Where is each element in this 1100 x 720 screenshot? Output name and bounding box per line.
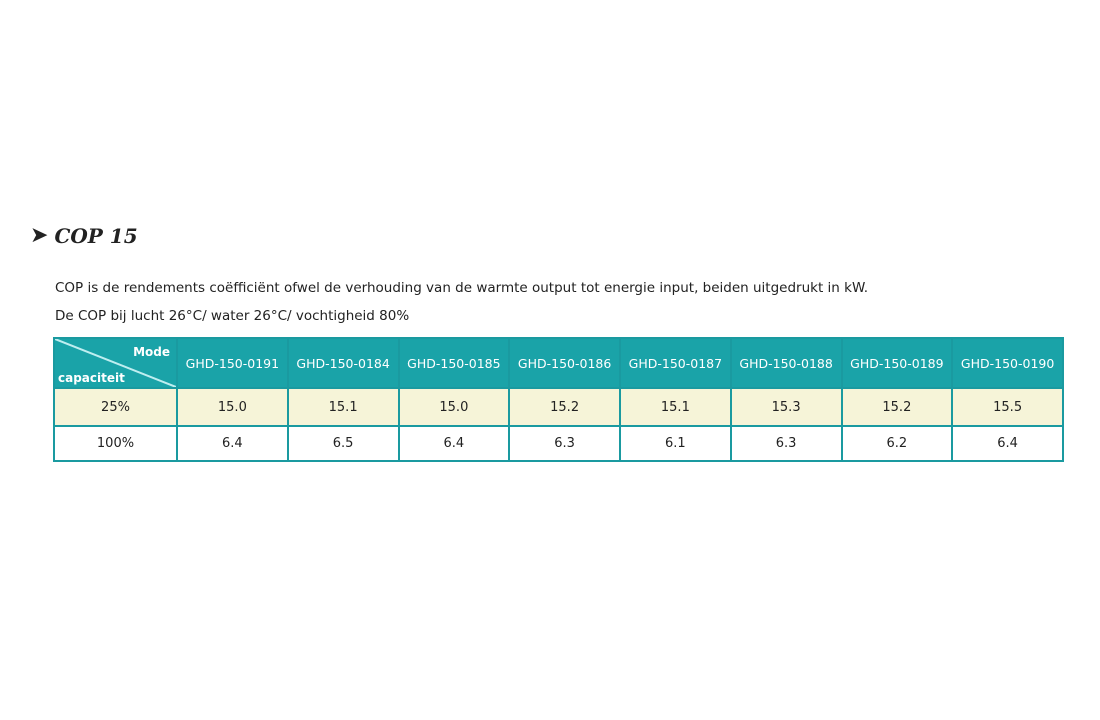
table-cell: 6.3 [729,425,843,462]
conditions-paragraph: De COP bij lucht 26°C/ water 26°C/ vocht… [55,308,410,324]
table-cell: 15.5 [951,387,1064,427]
table-cell: 15.1 [619,387,732,427]
column-header: GHD-150-0191 [176,337,289,389]
table-cell: 15.2 [840,387,954,427]
section-title: ➤ COP 15 [30,224,138,248]
table-cell: 6.1 [619,425,732,462]
table-cell: 6.4 [397,425,511,462]
table-cell: 6.4 [176,425,289,462]
row-label: 100% [53,425,178,462]
table-row: 25% 15.0 15.1 15.0 15.2 15.1 15.3 15.2 1… [53,387,1064,427]
column-header: GHD-150-0184 [286,337,400,389]
capacity-label: capaciteit [58,371,125,385]
column-header: GHD-150-0185 [397,337,511,389]
table-header-row: Mode capaciteit GHD-150-0191 GHD-150-018… [53,337,1064,389]
table-row: 100% 6.4 6.5 6.4 6.3 6.1 6.3 6.2 6.4 [53,425,1064,462]
table-cell: 6.3 [508,425,621,462]
cop-table: Mode capaciteit GHD-150-0191 GHD-150-018… [53,337,1064,462]
table-cell: 15.0 [176,387,289,427]
table-cell: 6.4 [951,425,1064,462]
column-header: GHD-150-0189 [840,337,954,389]
table-cell: 15.2 [508,387,621,427]
chevron-right-icon: ➤ [30,223,49,248]
table-cell: 6.5 [286,425,400,462]
column-header: GHD-150-0188 [729,337,843,389]
table-cell: 15.0 [397,387,511,427]
corner-header-cell: Mode capaciteit [53,337,178,389]
section-title-text: COP 15 [54,224,138,248]
table-cell: 15.1 [286,387,400,427]
mode-label: Mode [133,345,170,359]
diagonal-divider [55,339,176,387]
table-cell: 6.2 [840,425,954,462]
row-label: 25% [53,387,178,427]
column-header: GHD-150-0187 [619,337,732,389]
column-header: GHD-150-0190 [951,337,1064,389]
table-cell: 15.3 [729,387,843,427]
description-paragraph: COP is de rendements coëfficiënt ofwel d… [55,280,869,296]
column-header: GHD-150-0186 [508,337,621,389]
